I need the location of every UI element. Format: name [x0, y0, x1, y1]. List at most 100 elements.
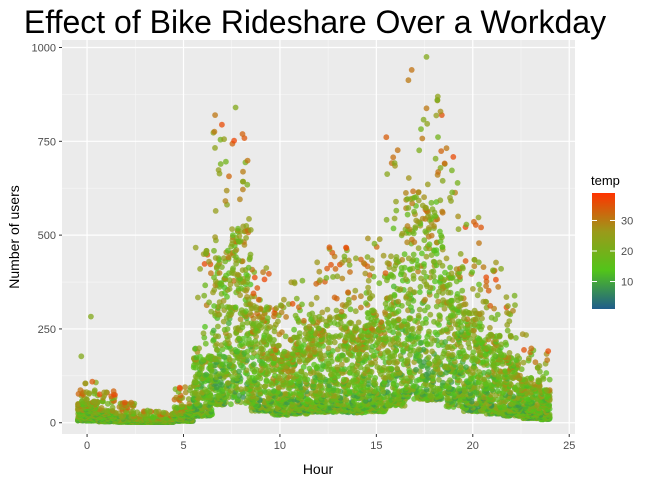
data-point	[424, 304, 431, 310]
data-point	[210, 327, 217, 334]
data-point	[226, 286, 233, 292]
data-point	[428, 335, 435, 342]
data-point	[433, 303, 440, 310]
data-point	[385, 372, 392, 378]
data-point	[450, 312, 457, 319]
data-point	[202, 282, 209, 289]
data-point	[339, 352, 346, 359]
data-point	[471, 307, 478, 314]
data-point	[504, 309, 510, 316]
data-point	[291, 334, 298, 341]
data-point	[423, 386, 430, 393]
data-point	[483, 283, 489, 289]
data-point	[91, 387, 98, 394]
data-point	[176, 384, 183, 391]
data-point	[358, 304, 364, 311]
data-point	[300, 364, 307, 370]
data-point	[128, 399, 135, 406]
data-point	[354, 401, 361, 408]
data-point	[487, 324, 493, 331]
data-point	[224, 304, 230, 310]
data-point	[203, 371, 210, 378]
data-point	[253, 320, 260, 327]
data-point	[289, 300, 296, 307]
data-point	[287, 390, 294, 397]
data-point	[510, 307, 516, 314]
data-point	[254, 285, 261, 291]
data-point	[306, 323, 313, 330]
data-point	[463, 308, 469, 315]
data-point	[236, 368, 242, 375]
data-point	[267, 324, 273, 330]
data-point	[228, 401, 234, 408]
data-point	[248, 320, 255, 327]
data-point	[197, 353, 203, 360]
data-point	[244, 285, 250, 292]
data-point	[505, 303, 511, 309]
data-point	[344, 356, 350, 363]
data-point	[244, 348, 251, 355]
data-point	[511, 292, 518, 299]
data-point	[211, 303, 218, 309]
data-point	[109, 404, 116, 411]
data-point	[265, 388, 272, 395]
data-point	[394, 365, 400, 372]
data-point	[144, 407, 151, 414]
data-point	[194, 389, 201, 396]
data-point	[477, 286, 484, 293]
data-point	[535, 377, 542, 383]
data-point	[446, 335, 453, 342]
data-point	[281, 348, 288, 355]
data-point	[277, 302, 284, 309]
data-point	[308, 301, 315, 308]
data-point	[415, 312, 422, 319]
data-points	[74, 54, 553, 425]
data-point	[431, 318, 437, 325]
data-point	[409, 325, 416, 332]
data-point	[471, 327, 477, 334]
data-point	[103, 389, 110, 396]
data-point	[470, 349, 477, 355]
data-point	[345, 289, 351, 296]
data-point	[331, 294, 338, 301]
data-point	[244, 319, 251, 326]
data-point	[273, 366, 280, 373]
data-point	[110, 388, 117, 395]
data-point	[296, 330, 303, 337]
data-point	[520, 359, 527, 366]
data-point	[302, 372, 309, 378]
data-point	[334, 364, 341, 371]
data-point	[341, 323, 348, 330]
data-point	[416, 324, 423, 331]
data-point	[331, 339, 338, 346]
data-point	[376, 280, 383, 287]
data-point	[478, 310, 485, 317]
data-point	[98, 405, 105, 411]
data-point	[281, 373, 288, 379]
data-point	[182, 384, 189, 390]
data-point	[77, 387, 84, 393]
data-point	[225, 380, 231, 386]
data-point	[203, 400, 209, 407]
data-point	[261, 388, 268, 394]
data-point	[455, 318, 462, 325]
data-point	[543, 370, 550, 376]
data-point	[436, 376, 442, 383]
data-point	[270, 388, 277, 394]
data-point	[406, 315, 413, 322]
data-point	[171, 404, 178, 411]
data-point	[425, 370, 431, 377]
data-point	[546, 376, 553, 383]
data-point	[471, 332, 477, 339]
data-point	[238, 386, 244, 393]
plot-area	[62, 40, 575, 434]
grid	[62, 40, 575, 434]
data-point	[273, 305, 280, 312]
data-point	[488, 331, 494, 338]
data-point	[507, 332, 514, 339]
data-point	[301, 317, 307, 324]
data-point	[291, 326, 297, 333]
data-point	[255, 296, 262, 303]
data-point	[352, 323, 359, 330]
chart-title: Effect of Bike Rideshare Over a Workday	[24, 4, 606, 40]
